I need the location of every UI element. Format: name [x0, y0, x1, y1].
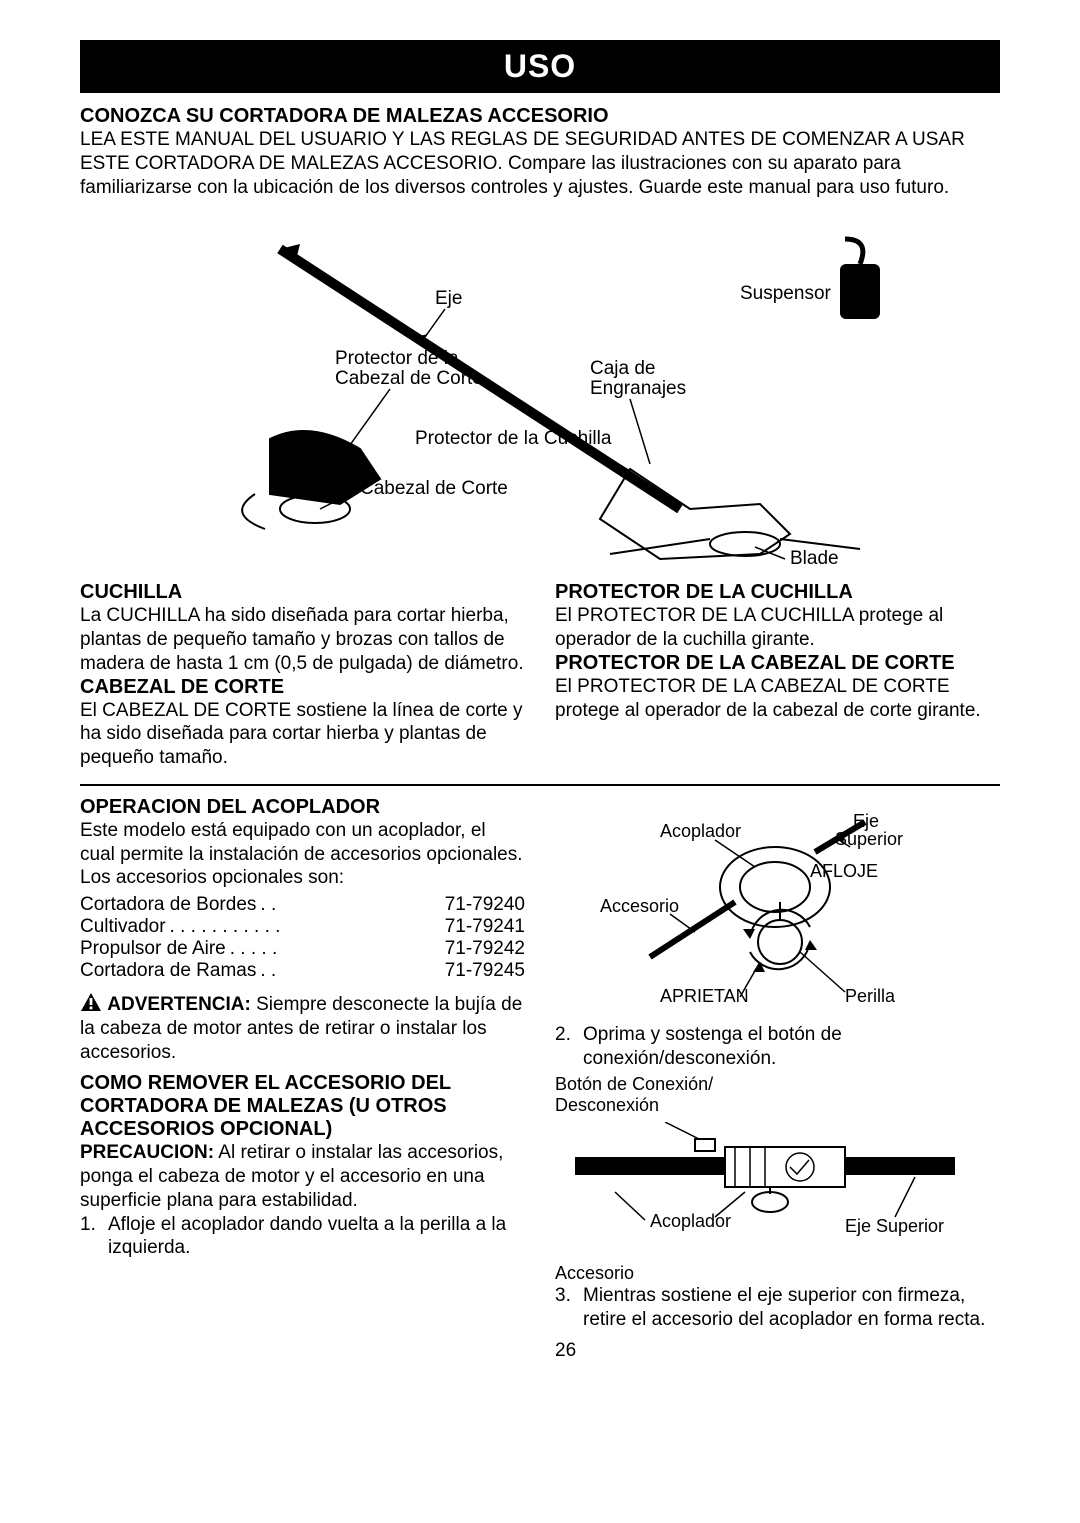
cabezal-text: El CABEZAL DE CORTE sostiene la línea de…	[80, 699, 525, 770]
operation-left: OPERACION DEL ACOPLADOR Este modelo está…	[80, 796, 525, 1362]
step-item: 2. Oprima y sostenga el botón de conexió…	[555, 1023, 1000, 1071]
page-number: 26	[555, 1340, 1000, 1362]
accessory-row: Cortadora de Ramas . . 71-79245	[80, 960, 525, 982]
op-title: OPERACION DEL ACOPLADOR	[80, 796, 525, 819]
accessory-label: Propulsor de Aire	[80, 938, 226, 960]
step-list-right-1: 2. Oprima y sostenga el botón de conexió…	[555, 1023, 1000, 1071]
operation-columns: OPERACION DEL ACOPLADOR Este modelo está…	[80, 796, 1000, 1362]
accessory-dots: . .	[256, 894, 444, 916]
accessory-row: Cortadora de Bordes . . 71-79240	[80, 894, 525, 916]
accessory-number: 71-79245	[445, 960, 525, 982]
label-caja-1: Caja de	[590, 358, 656, 379]
accessory-row: Propulsor de Aire . . . . . 71-79242	[80, 938, 525, 960]
step-number: 3.	[555, 1284, 583, 1332]
step-text: Oprima y sostenga el botón de conexión/d…	[583, 1023, 1000, 1071]
divider	[80, 784, 1000, 786]
precaucion-label: PRECAUCION:	[80, 1142, 214, 1163]
svg-text:Perilla: Perilla	[845, 986, 896, 1006]
accessory-number: 71-79242	[445, 938, 525, 960]
accessory-row: Cultivador . . . . . . . . . . . 71-7924…	[80, 916, 525, 938]
accessory-label: Cortadora de Bordes	[80, 894, 256, 916]
main-product-diagram: Eje Suspensor Caja de Engranajes Protect…	[160, 209, 920, 569]
step-text: Afloje el acoplador dando vuelta a la pe…	[108, 1213, 525, 1261]
accessory-label: Cortadora de Ramas	[80, 960, 256, 982]
label-eje: Eje	[435, 288, 462, 309]
precaucion-block: PRECAUCION: Al retirar o instalar las ac…	[80, 1141, 525, 1212]
coupler-diagram-1: Acoplador Eje Superior AFLOJE Accesorio …	[555, 802, 975, 1012]
step-number: 2.	[555, 1023, 583, 1071]
protcab-title: PROTECTOR DE LA CABEZAL DE CORTE	[555, 652, 1000, 675]
label-prot-cabezal-2: Cabezal de Corte	[335, 368, 483, 389]
step-item: 1. Afloje el acoplador dando vuelta a la…	[80, 1213, 525, 1261]
label-suspensor: Suspensor	[740, 283, 832, 304]
warning-block: ADVERTENCIA: Siempre desconecte la bujía…	[80, 992, 525, 1064]
protcuch-text: El PROTECTOR DE LA CUCHILLA protege al o…	[555, 604, 1000, 652]
coupler-diagram-2: Acoplador Eje Superior	[555, 1122, 975, 1252]
step-list-left: 1. Afloje el acoplador dando vuelta a la…	[80, 1213, 525, 1261]
accessory-label: Cultivador	[80, 916, 166, 938]
svg-text:Acoplador: Acoplador	[660, 821, 741, 841]
label-prot-cabezal-1: Protector de la	[335, 348, 459, 369]
step-list-right-2: 3. Mientras sostiene el eje superior con…	[555, 1284, 1000, 1332]
cuchilla-text: La CUCHILLA ha sido diseñada para cortar…	[80, 604, 525, 675]
protcuch-title: PROTECTOR DE LA CUCHILLA	[555, 581, 1000, 604]
accessory-dots: . .	[256, 960, 444, 982]
step-number: 1.	[80, 1213, 108, 1261]
label-blade: Blade	[790, 548, 839, 569]
warning-label: ADVERTENCIA:	[107, 994, 251, 1015]
label-prot-cuchilla: Protector de la Cuchilla	[415, 428, 612, 449]
intro-block: CONOZCA SU CORTADORA DE MALEZAS ACCESORI…	[80, 105, 1000, 199]
op-text: Este modelo está equipado con un acoplad…	[80, 819, 525, 890]
warning-icon	[80, 992, 102, 1012]
protcab-text: El PROTECTOR DE LA CABEZAL DE CORTE prot…	[555, 675, 1000, 723]
accessory-dots: . . . . .	[226, 938, 445, 960]
remove-title: COMO REMOVER EL ACCESORIO DEL CORTADORA …	[80, 1072, 525, 1141]
definitions-left: CUCHILLA La CUCHILLA ha sido diseñada pa…	[80, 581, 525, 770]
cuchilla-title: CUCHILLA	[80, 581, 525, 604]
accessories-list: Cortadora de Bordes . . 71-79240 Cultiva…	[80, 894, 525, 982]
step-item: 3. Mientras sostiene el eje superior con…	[555, 1284, 1000, 1332]
definitions-right: PROTECTOR DE LA CUCHILLA El PROTECTOR DE…	[555, 581, 1000, 770]
intro-title: CONOZCA SU CORTADORA DE MALEZAS ACCESORI…	[80, 105, 1000, 128]
diag2-accesorio-label: Accesorio	[555, 1263, 1000, 1284]
svg-text:Accesorio: Accesorio	[600, 896, 679, 916]
page-banner: USO	[80, 40, 1000, 93]
accessory-number: 71-79240	[445, 894, 525, 916]
label-cabezal: Cabezal de Corte	[360, 478, 508, 499]
operation-right: Acoplador Eje Superior AFLOJE Accesorio …	[555, 796, 1000, 1362]
accessory-dots: . . . . . . . . . . .	[166, 916, 445, 938]
definitions-columns: CUCHILLA La CUCHILLA ha sido diseñada pa…	[80, 581, 1000, 770]
cabezal-title: CABEZAL DE CORTE	[80, 676, 525, 699]
label-caja-2: Engranajes	[590, 378, 686, 399]
step-text: Mientras sostiene el eje superior con fi…	[583, 1284, 1000, 1332]
svg-text:Eje Superior: Eje Superior	[845, 1216, 944, 1236]
diag2-boton-label: Botón de Conexión/ Desconexión	[555, 1074, 1000, 1116]
svg-text:APRIETAN: APRIETAN	[660, 986, 749, 1006]
intro-text: LEA ESTE MANUAL DEL USUARIO Y LAS REGLAS…	[80, 128, 1000, 199]
accessory-number: 71-79241	[445, 916, 525, 938]
